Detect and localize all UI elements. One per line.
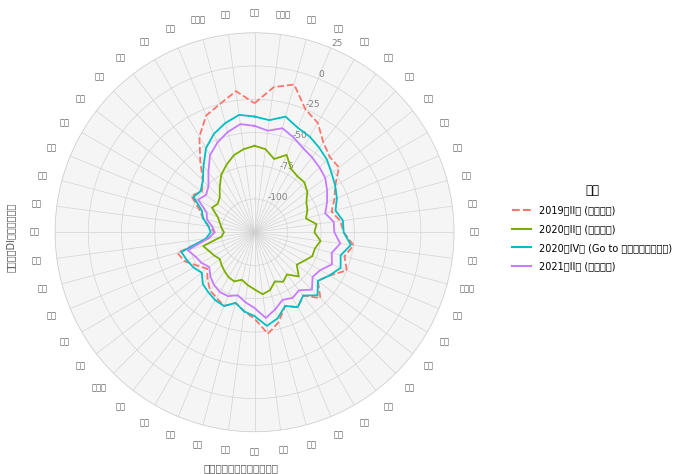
Text: 注：破線は各時期の全国値: 注：破線は各時期の全国値 <box>203 464 279 474</box>
Text: 景況水準DI（小売業業）: 景況水準DI（小売業業） <box>6 202 15 272</box>
Legend: 2019年II期 (コロナ前), 2020年II期 (コロナ禍), 2020年IV期 (Go to キャンペーン期間), 2021年II期 (コロナ禍): 2019年II期 (コロナ前), 2020年II期 (コロナ禍), 2020年I… <box>508 180 676 275</box>
